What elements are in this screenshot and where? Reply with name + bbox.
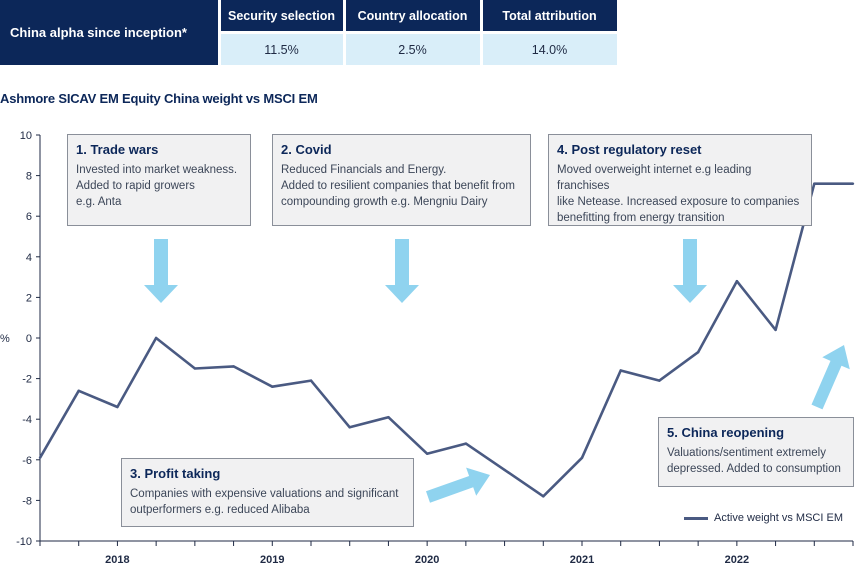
attribution-row-label: China alpha since inception* — [0, 0, 219, 65]
data-point — [77, 389, 80, 392]
x-year-label: 2019 — [260, 554, 284, 566]
diagonal-arrow-icon — [811, 345, 850, 410]
data-point — [851, 182, 855, 185]
data-point — [619, 369, 622, 372]
data-point — [387, 415, 390, 419]
annotation-title: 4. Post regulatory reset — [557, 142, 702, 157]
y-tick-label: -8 — [22, 495, 32, 507]
data-point — [735, 279, 739, 283]
data-point — [271, 385, 274, 388]
data-point — [193, 367, 197, 370]
annotation-line: like Netease. Increased exposure to comp… — [557, 196, 800, 208]
data-point — [309, 379, 313, 382]
y-tick-label: 2 — [26, 292, 32, 304]
annotation-post-regulatory-reset: 4. Post regulatory reset Moved overweigh… — [548, 134, 812, 226]
data-point — [348, 426, 351, 429]
data-point — [542, 495, 545, 498]
attribution-table: China alpha since inception* Security se… — [0, 0, 617, 65]
annotation-line: Added to rapid growers — [76, 180, 195, 192]
data-point — [464, 442, 468, 445]
annotation-line: benefitting from energy transition — [557, 212, 725, 224]
x-year-label: 2022 — [725, 554, 749, 566]
y-tick-label: 8 — [26, 171, 32, 183]
data-point — [774, 328, 777, 332]
annotation-profit-taking: 3. Profit taking Companies with expensiv… — [121, 458, 414, 527]
x-year-label: 2018 — [105, 554, 129, 566]
chart-title: Ashmore SICAV EM Equity China weight vs … — [0, 91, 318, 106]
annotation-title: 5. China reopening — [667, 425, 785, 440]
annotation-line: Added to resilient companies that benefi… — [281, 180, 515, 192]
series-line — [38, 182, 853, 498]
down-arrow-icon — [385, 239, 419, 303]
annotation-title: 1. Trade wars — [76, 142, 159, 157]
data-point — [813, 182, 816, 185]
annotation-line: Reduced Financials and Energy. — [281, 164, 447, 176]
data-point — [154, 336, 158, 340]
annotation-line: depressed. Added to consumption — [667, 463, 841, 475]
legend-label: Active weight vs MSCI EM — [714, 512, 843, 524]
y-tick-label: 10 — [20, 130, 32, 142]
x-year-label: 2020 — [415, 554, 439, 566]
header-total-attribution: Total attribution — [479, 0, 617, 33]
annotation-line: Invested into market weakness. — [76, 164, 238, 176]
y-tick-label: -2 — [22, 374, 32, 386]
down-arrow-icon — [673, 239, 707, 303]
annotation-line: Moved overweight internet e.g leading fr… — [557, 164, 752, 192]
header-country-allocation: Country allocation — [342, 0, 481, 33]
annotation-china-reopening: 5. China reopening Valuations/sentiment … — [658, 417, 854, 487]
data-point — [232, 365, 235, 368]
x-year-label: 2021 — [570, 554, 594, 566]
y-tick-label: -4 — [22, 414, 32, 426]
y-tick-label: 6 — [26, 211, 32, 223]
legend-line-swatch — [684, 516, 708, 520]
data-point — [38, 456, 42, 459]
y-tick-label: 0 — [26, 333, 32, 345]
down-arrow-icon — [144, 239, 178, 303]
annotation-line: Companies with expensive valuations and … — [130, 488, 399, 500]
y-tick-label: -10 — [16, 536, 32, 548]
value-total-attribution: 14.0% — [479, 31, 617, 65]
annotation-line: compounding growth e.g. Mengniu Dairy — [281, 196, 488, 208]
annotation-line: outperformers e.g. reduced Alibaba — [130, 504, 310, 516]
annotation-title: 2. Covid — [281, 142, 332, 157]
data-point — [580, 456, 584, 459]
y-axis-label: % — [0, 333, 10, 345]
data-point — [696, 351, 700, 354]
data-point — [116, 405, 119, 409]
data-point — [425, 452, 429, 455]
value-country-allocation: 2.5% — [342, 31, 481, 65]
annotation-trade-wars: 1. Trade wars Invested into market weakn… — [67, 134, 251, 226]
annotation-line: Valuations/sentiment extremely — [667, 447, 826, 459]
annotation-line: e.g. Anta — [76, 196, 122, 208]
data-point — [658, 379, 661, 382]
header-security-selection: Security selection — [217, 0, 344, 33]
chart-legend: Active weight vs MSCI EM — [684, 512, 843, 524]
annotation-title: 3. Profit taking — [130, 466, 221, 481]
diagonal-arrow-icon — [426, 467, 490, 503]
data-point — [503, 468, 506, 472]
y-tick-label: 4 — [26, 252, 32, 264]
y-tick-label: -6 — [22, 455, 32, 467]
value-security-selection: 11.5% — [217, 31, 344, 65]
annotation-covid: 2. Covid Reduced Financials and Energy. … — [272, 134, 531, 226]
